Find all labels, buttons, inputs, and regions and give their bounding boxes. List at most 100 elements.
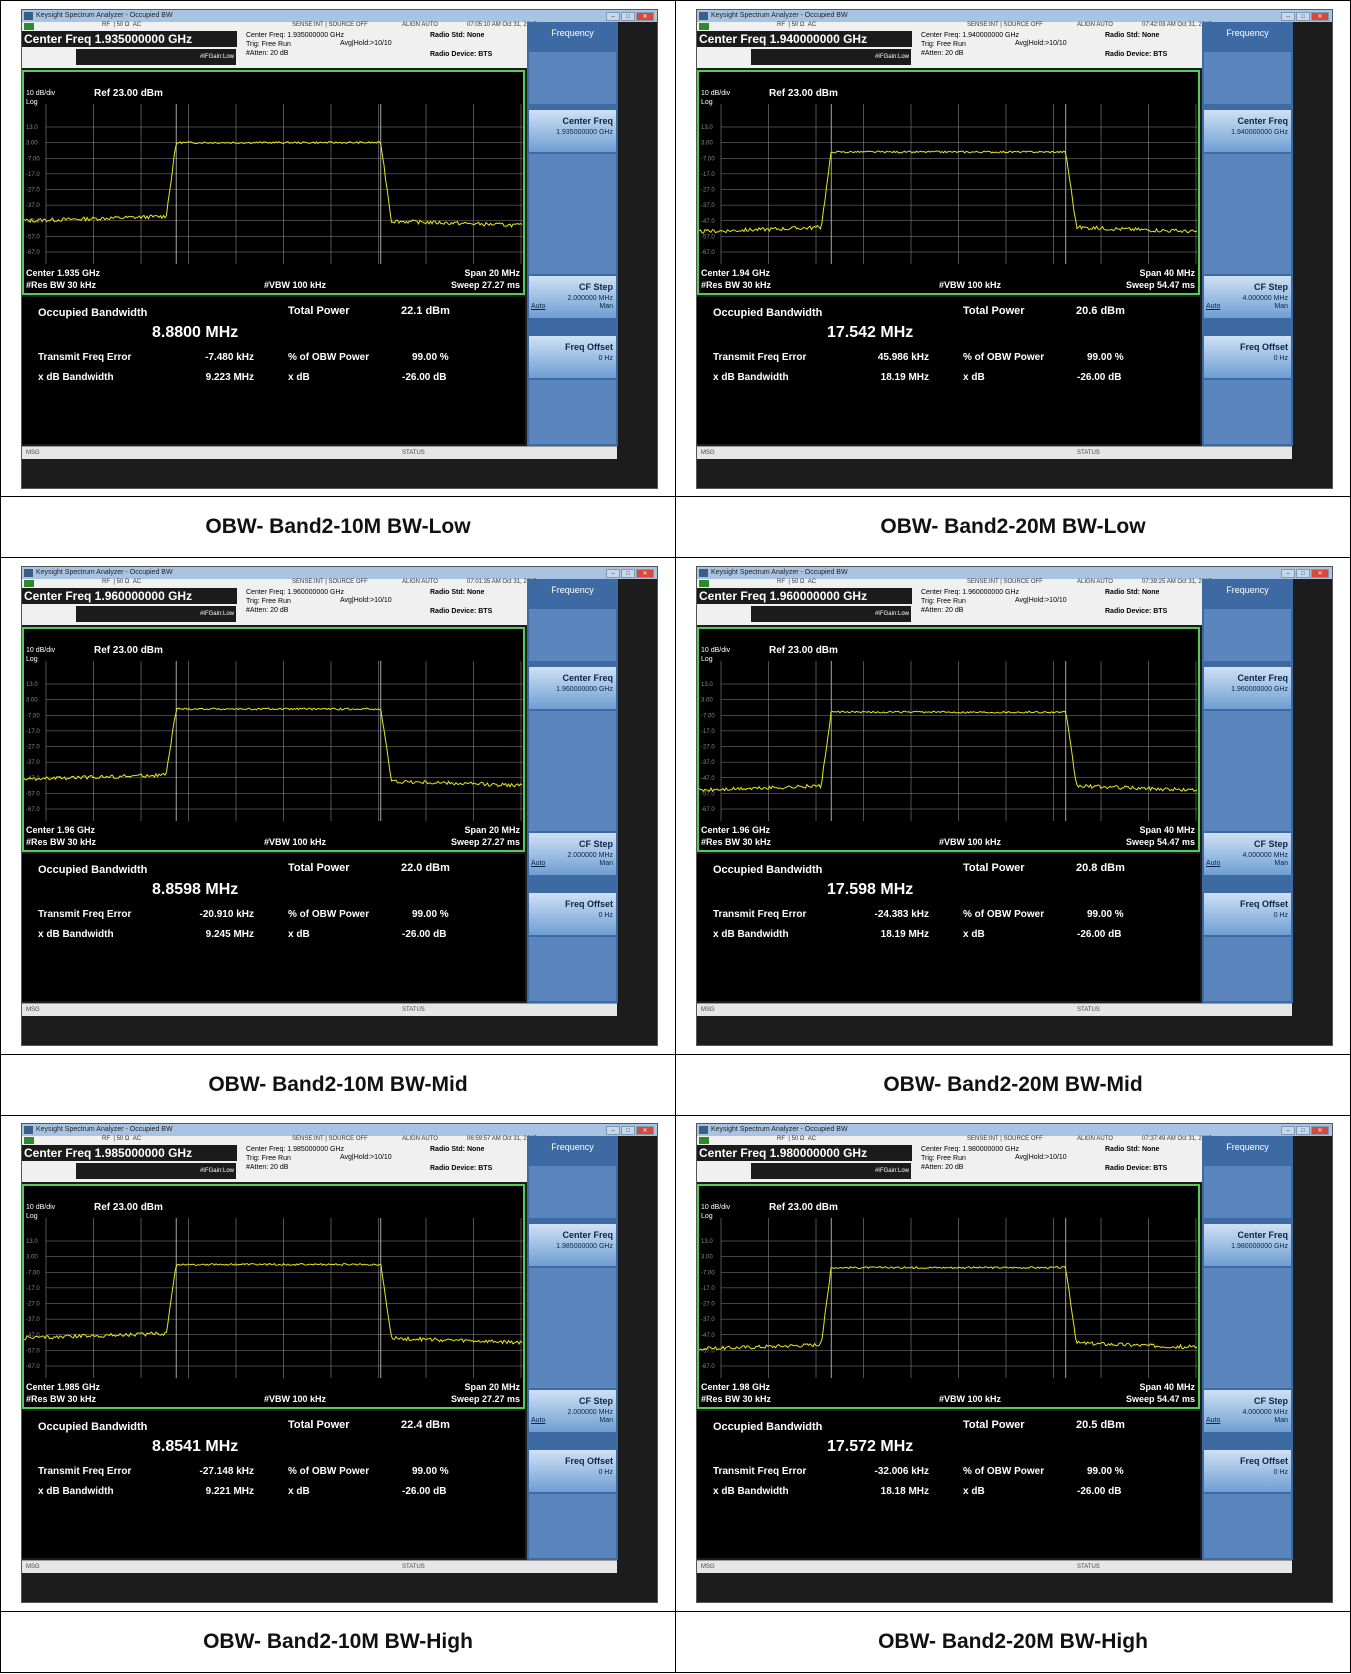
y-tick-label: -57.0 xyxy=(701,234,715,240)
center-label: Center 1.94 GHz xyxy=(701,267,771,278)
center-freq-setting: Center Freq: 1.960000000 GHz xyxy=(246,589,345,597)
lxi-icon xyxy=(699,1137,709,1145)
minimize-icon[interactable]: – xyxy=(1281,11,1295,21)
y-tick-label: -57.0 xyxy=(26,791,40,797)
atten-setting: #Atten: 20 dB xyxy=(921,607,964,615)
lxi-icon xyxy=(699,580,709,588)
results-panel: Occupied Bandwidth 8.8800 MHz Total Powe… xyxy=(22,296,525,444)
cf-step-softkey[interactable]: CF Step 4.000000 MHz Auto Man xyxy=(1204,1390,1291,1433)
center-freq-readout[interactable]: Center Freq 1.960000000 GHz xyxy=(22,588,237,605)
auto-option: Auto xyxy=(1206,860,1221,868)
softkey-label: Freq Offset xyxy=(564,1456,613,1467)
y-tick-label: -7.00 xyxy=(26,713,40,719)
close-icon[interactable]: ✕ xyxy=(1311,1126,1329,1136)
cf-step-softkey[interactable]: CF Step 4.000000 MHz Auto Man xyxy=(1204,275,1291,318)
minimize-icon[interactable]: – xyxy=(1281,1126,1295,1136)
ref-level: Ref 23.00 dBm xyxy=(769,1202,838,1214)
window-title: Keysight Spectrum Analyzer - Occupied BW xyxy=(711,569,848,577)
spectrum-plot: 13.03.00-7.00-17.0-27.0-37.0-47.0-57.0-6… xyxy=(24,103,523,264)
softkey-label: Center Freq xyxy=(562,1230,613,1241)
maximize-icon[interactable]: □ xyxy=(621,1126,635,1136)
freq-offset-softkey[interactable]: Freq Offset 0 Hz xyxy=(1204,335,1291,378)
cf-step-softkey[interactable]: CF Step 2.000000 MHz Auto Man xyxy=(529,833,616,876)
close-icon[interactable]: ✕ xyxy=(636,1126,654,1136)
y-tick-label: 3.00 xyxy=(701,1255,713,1261)
avg-hold: Avg|Hold:>10/10 xyxy=(340,39,392,47)
freq-offset-softkey[interactable]: Freq Offset 0 Hz xyxy=(1204,893,1291,936)
minimize-icon[interactable]: – xyxy=(606,569,620,579)
center-freq-softkey[interactable]: Center Freq 1.985000000 GHz xyxy=(529,1224,616,1267)
total-power-value: 22.0 dBm xyxy=(401,862,450,875)
maximize-icon[interactable]: □ xyxy=(621,569,635,579)
center-freq-softkey[interactable]: Center Freq 1.960000000 GHz xyxy=(1204,667,1291,710)
minimize-icon[interactable]: – xyxy=(1281,569,1295,579)
y-tick-label: 3.00 xyxy=(701,698,713,704)
impedance: 50 Ω xyxy=(791,579,805,586)
cf-step-softkey[interactable]: CF Step 2.000000 MHz Auto Man xyxy=(529,1390,616,1433)
center-freq-readout[interactable]: Center Freq 1.980000000 GHz xyxy=(697,1145,912,1162)
freq-offset-softkey[interactable]: Freq Offset 0 Hz xyxy=(1204,1450,1291,1493)
maximize-icon[interactable]: □ xyxy=(1296,1126,1310,1136)
caption: OBW- Band2-20M BW-Low xyxy=(675,496,1351,559)
vbw-label: #VBW 100 kHz xyxy=(939,279,1002,290)
maximize-icon[interactable]: □ xyxy=(1296,569,1310,579)
softkey-value: 2.000000 MHz xyxy=(567,852,613,860)
res-bw-label: #Res BW 30 kHz xyxy=(701,837,772,848)
center-freq-softkey[interactable]: Center Freq 1.935000000 GHz xyxy=(529,109,616,152)
cf-step-softkey[interactable]: CF Step 2.000000 MHz Auto Man xyxy=(529,275,616,318)
y-tick-label: -7.00 xyxy=(701,1271,715,1277)
status-bar: MSG STATUS xyxy=(22,445,617,459)
maximize-icon[interactable]: □ xyxy=(621,11,635,21)
radio-std: Radio Std: None xyxy=(430,1146,485,1154)
center-freq-softkey[interactable]: Center Freq 1.980000000 GHz xyxy=(1204,1224,1291,1267)
analyzer-window: Keysight Spectrum Analyzer - Occupied BW… xyxy=(21,566,658,1047)
softkey-blank xyxy=(529,1268,616,1389)
close-icon[interactable]: ✕ xyxy=(636,569,654,579)
xdb-label: x dB xyxy=(288,929,310,941)
center-freq-readout[interactable]: Center Freq 1.960000000 GHz xyxy=(697,588,912,605)
y-tick-label: -37.0 xyxy=(26,1317,40,1323)
center-freq-softkey[interactable]: Center Freq 1.960000000 GHz xyxy=(529,667,616,710)
avg-hold: Avg|Hold:>10/10 xyxy=(340,1154,392,1162)
y-tick-label: -27.0 xyxy=(701,187,715,193)
center-freq-softkey[interactable]: Center Freq 1.940000000 GHz xyxy=(1204,109,1291,152)
y-tick-label: -47.0 xyxy=(701,1333,715,1339)
center-freq-readout[interactable]: Center Freq 1.940000000 GHz xyxy=(697,30,912,47)
y-tick-label: -37.0 xyxy=(701,203,715,209)
freq-offset-softkey[interactable]: Freq Offset 0 Hz xyxy=(529,335,616,378)
timestamp: 07:37:49 AM Oct 31, 2015 xyxy=(1142,1136,1212,1143)
minimize-icon[interactable]: – xyxy=(606,11,620,21)
obw-value: 8.8598 MHz xyxy=(152,881,239,899)
freq-offset-softkey[interactable]: Freq Offset 0 Hz xyxy=(529,893,616,936)
sense: SENSE:INT xyxy=(967,1136,999,1143)
maximize-icon[interactable]: □ xyxy=(1296,11,1310,21)
softkey-label: Freq Offset xyxy=(1239,341,1288,352)
results-panel: Occupied Bandwidth 17.598 MHz Total Powe… xyxy=(697,854,1200,1002)
ifgain: #IFGain:Low xyxy=(199,611,234,618)
y-tick-label: -47.0 xyxy=(26,776,40,782)
close-icon[interactable]: ✕ xyxy=(1311,11,1329,21)
softkey-value: 0 Hz xyxy=(598,912,613,920)
ref-level: Ref 23.00 dBm xyxy=(94,87,163,99)
menu-title: Frequency xyxy=(1226,27,1269,38)
ifgain: #IFGain:Low xyxy=(199,1168,234,1175)
cf-step-softkey[interactable]: CF Step 4.000000 MHz Auto Man xyxy=(1204,833,1291,876)
obw-value: 8.8800 MHz xyxy=(152,323,239,341)
menu-title: Frequency xyxy=(1226,585,1269,596)
sweep-label: Sweep 54.47 ms xyxy=(1125,279,1195,290)
close-icon[interactable]: ✕ xyxy=(636,11,654,21)
minimize-icon[interactable]: – xyxy=(606,1126,620,1136)
settings-bar: RF | 50 Ω AC SENSE:INT | SOURCE OFF ALIG… xyxy=(22,1136,562,1183)
tfe-label: Transmit Freq Error xyxy=(713,351,807,363)
freq-offset-softkey[interactable]: Freq Offset 0 Hz xyxy=(529,1450,616,1493)
center-freq-setting: Center Freq: 1.960000000 GHz xyxy=(921,589,1020,597)
y-tick-label: -37.0 xyxy=(26,203,40,209)
center-freq-readout[interactable]: Center Freq 1.935000000 GHz xyxy=(22,30,237,47)
close-icon[interactable]: ✕ xyxy=(1311,569,1329,579)
softkey-blank xyxy=(1204,937,1291,1002)
tfe-value: 45.986 kHz xyxy=(877,351,929,363)
xdb-value: -26.00 dB xyxy=(402,371,447,383)
sweep-label: Sweep 27.27 ms xyxy=(450,279,520,290)
auto-option: Auto xyxy=(531,860,546,868)
center-freq-readout[interactable]: Center Freq 1.985000000 GHz xyxy=(22,1145,237,1162)
